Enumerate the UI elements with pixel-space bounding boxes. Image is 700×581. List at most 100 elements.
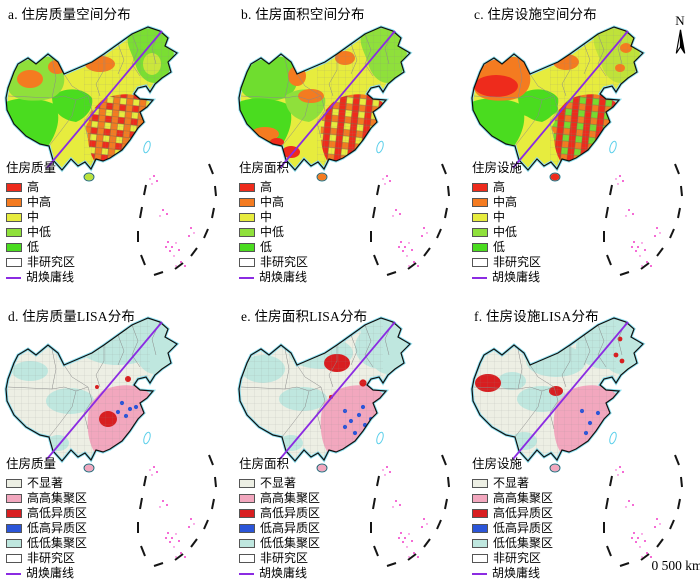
legend-d: 住房质量 不显著 高高集聚区 高低异质区 低高异质区 低低集聚区 非研究区 胡焕… [6,457,87,581]
legend-color-swatch [6,523,22,534]
legend-color-swatch [472,227,488,238]
legend-item-label: 中低 [27,225,52,239]
legend-color-swatch [239,508,255,519]
legend-item: 低 [239,240,308,255]
hu-line-swatch [239,276,254,279]
legend-item-label: 低高异质区 [260,521,321,535]
legend-title: 住房质量 [6,457,57,471]
legend-item: 高 [6,180,75,195]
legend-item-label: 中低 [260,225,285,239]
legend-item: 低高异质区 [6,521,87,536]
legend-item: 中低 [472,225,541,240]
legend-item-label: 低 [493,240,506,254]
legend-e: 住房面积 不显著 高高集聚区 高低异质区 低高异质区 低低集聚区 非研究区 胡焕… [239,457,320,581]
legend-color-swatch [239,523,255,534]
legend-item-label: 中 [493,210,506,224]
legend-item-label: 低低集聚区 [260,536,321,550]
legend-title: 住房面积 [239,457,290,471]
legend-item-label: 胡焕庸线 [492,270,541,284]
legend-item: 高 [472,180,541,195]
legend-color-swatch [239,553,255,564]
legend-title: 住房设施 [472,457,523,471]
legend-color-swatch [6,182,22,193]
china-map-d [4,316,217,567]
legend-item-label: 不显著 [493,476,530,490]
legend-color-swatch [6,242,22,253]
legend-item: 低低集聚区 [6,536,87,551]
panel-title-c: c. 住房设施空间分布 [474,7,597,22]
map-panel-d: d. 住房质量LISA分布 住房质量 不显著 高高集聚区 高低异质区 低高异质区… [0,291,233,581]
legend-color-swatch [6,553,22,564]
legend-item-label: 高 [27,180,40,194]
legend-item: 非研究区 [6,255,75,270]
china-map-b [237,25,450,276]
legend-color-swatch [472,212,488,223]
legend-item: 高高集聚区 [6,491,87,506]
legend-item: 高高集聚区 [239,491,320,506]
legend-color-swatch [472,182,488,193]
legend-item-label: 非研究区 [27,255,76,269]
legend-item-label: 低高异质区 [493,521,554,535]
legend-item-label: 非研究区 [493,255,542,269]
north-label: N [675,13,685,28]
legend-item: 非研究区 [472,255,541,270]
legend-item-label: 中高 [493,195,518,209]
legend-item: 胡焕庸线 [239,270,308,285]
legend-item-label: 高低异质区 [493,506,554,520]
legend-item: 中高 [472,195,541,210]
legend-item-label: 非研究区 [27,551,76,565]
hu-line-swatch [239,572,254,575]
legend-color-swatch [239,538,255,549]
legend-item: 低 [6,240,75,255]
panel-title-d: d. 住房质量LISA分布 [8,309,136,324]
legend-color-swatch [6,212,22,223]
legend-item-label: 高高集聚区 [493,491,554,505]
legend-color-swatch [472,197,488,208]
legend-item-label: 低高异质区 [27,521,88,535]
legend-item: 胡焕庸线 [472,270,541,285]
hu-line-swatch [6,276,21,279]
legend-item-label: 高 [493,180,506,194]
legend-item: 高 [239,180,308,195]
legend-item-label: 不显著 [260,476,297,490]
legend-item-label: 不显著 [27,476,64,490]
legend-item-label: 非研究区 [260,255,309,269]
legend-item: 胡焕庸线 [6,270,75,285]
legend-item-label: 低低集聚区 [27,536,88,550]
legend-item-label: 中高 [260,195,285,209]
china-map-a [4,25,217,276]
legend-item: 中低 [239,225,308,240]
legend-color-swatch [6,227,22,238]
legend-item-label: 胡焕庸线 [26,270,75,284]
legend-item: 低低集聚区 [472,536,553,551]
north-arrow: N [669,14,691,63]
legend-f: 住房设施 不显著 高高集聚区 高低异质区 低高异质区 低低集聚区 非研究区 胡焕… [472,457,553,581]
legend-item-label: 中 [260,210,273,224]
panel-title-e: e. 住房面积LISA分布 [241,309,368,324]
legend-color-swatch [472,242,488,253]
legend-color-swatch [6,197,22,208]
china-map-c [470,25,683,276]
legend-item-label: 高 [260,180,273,194]
legend-item: 低低集聚区 [239,536,320,551]
legend-item: 中高 [239,195,308,210]
legend-color-swatch [472,508,488,519]
panel-title-b: b. 住房面积空间分布 [241,7,365,22]
legend-item: 非研究区 [239,255,308,270]
legend-item-label: 高低异质区 [260,506,321,520]
legend-title: 住房质量 [6,161,57,175]
legend-item: 不显著 [239,476,320,491]
china-map-e [237,316,450,567]
legend-item: 高高集聚区 [472,491,553,506]
legend-color-swatch [239,493,255,504]
legend-item: 中高 [6,195,75,210]
legend-item-label: 胡焕庸线 [259,566,308,580]
legend-item: 中 [472,210,541,225]
legend-item: 低高异质区 [239,521,320,536]
legend-color-swatch [472,553,488,564]
legend-color-swatch [239,212,255,223]
legend-b: 住房面积 高 中高 中 中低 低 非研究区 胡焕庸线 [239,161,308,285]
legend-color-swatch [239,197,255,208]
legend-color-swatch [239,182,255,193]
legend-item: 胡焕庸线 [239,566,320,581]
